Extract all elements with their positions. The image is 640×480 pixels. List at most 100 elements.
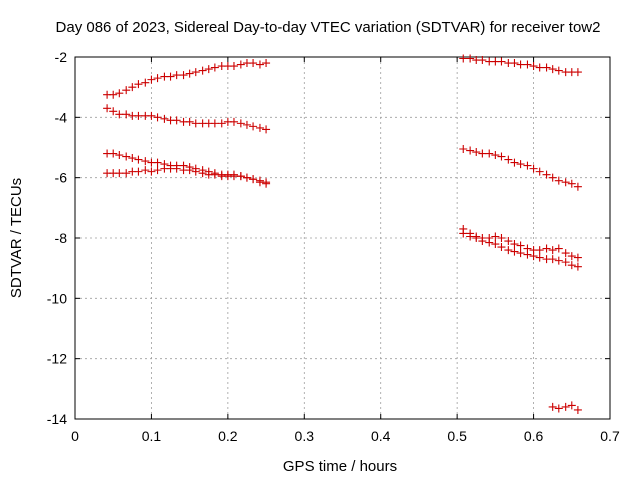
data-point	[255, 178, 264, 187]
data-point	[542, 170, 551, 179]
data-point	[510, 158, 519, 167]
data-point	[166, 72, 175, 81]
data-point	[535, 246, 544, 255]
data-point	[210, 170, 219, 179]
series-track-4	[103, 164, 271, 188]
data-point	[478, 237, 487, 246]
data-point	[459, 145, 468, 154]
x-tick-label: 0.5	[447, 428, 467, 444]
data-point	[103, 104, 112, 113]
data-point	[472, 148, 481, 157]
data-point	[198, 169, 207, 178]
data-point	[147, 111, 156, 120]
data-point	[153, 166, 162, 175]
data-point	[554, 244, 563, 253]
series-track-1	[103, 59, 271, 99]
data-point	[554, 66, 563, 75]
chart-title: Day 086 of 2023, Sidereal Day-to-day VTE…	[56, 19, 601, 36]
data-point	[249, 59, 258, 68]
data-point	[115, 110, 124, 119]
data-point	[548, 65, 557, 74]
data-point	[529, 62, 538, 71]
data-point	[542, 63, 551, 72]
data-point	[236, 60, 245, 69]
data-point	[548, 255, 557, 264]
data-point	[478, 149, 487, 158]
data-point	[172, 71, 181, 80]
data-point	[497, 243, 506, 252]
data-point	[217, 119, 226, 128]
data-point	[229, 170, 238, 179]
y-tick-label: -4	[55, 109, 68, 125]
data-point	[204, 65, 213, 74]
data-point	[249, 122, 258, 131]
data-point	[115, 151, 124, 160]
data-point	[141, 157, 150, 166]
data-point	[262, 59, 271, 68]
data-point	[554, 404, 563, 413]
data-point	[535, 167, 544, 176]
data-point	[172, 164, 181, 173]
data-point	[128, 83, 137, 92]
data-point	[510, 59, 519, 68]
data-point	[548, 173, 557, 182]
data-point	[466, 146, 475, 155]
data-point	[573, 182, 582, 191]
x-tick-label: 0.4	[371, 428, 391, 444]
data-point	[172, 116, 181, 125]
series-track-2	[103, 104, 271, 134]
data-point	[523, 250, 532, 259]
data-point	[573, 262, 582, 271]
data-point	[535, 63, 544, 72]
data-point	[504, 246, 513, 255]
data-point	[567, 252, 576, 261]
data-point	[122, 110, 131, 119]
data-point	[236, 172, 245, 181]
data-point	[472, 234, 481, 242]
data-point	[109, 149, 118, 158]
y-tick-label: -2	[55, 49, 68, 65]
data-point	[491, 240, 500, 249]
x-tick-label: 0.7	[600, 428, 620, 444]
data-point	[529, 252, 538, 261]
data-point	[478, 56, 487, 65]
data-point	[466, 232, 475, 241]
data-point	[510, 247, 519, 256]
data-point	[249, 175, 258, 184]
x-tick-label: 0.2	[218, 428, 238, 444]
data-point	[223, 172, 232, 181]
points-layer	[103, 54, 582, 414]
y-axis-label: SDTVAR / TECUs	[8, 178, 25, 298]
data-point	[255, 60, 264, 69]
data-point	[262, 179, 271, 188]
data-point	[229, 62, 238, 71]
series-track-5	[459, 54, 582, 77]
data-point	[109, 107, 118, 116]
data-point	[153, 113, 162, 122]
series-track-3	[103, 149, 271, 187]
data-point	[122, 169, 131, 178]
data-point	[160, 114, 169, 123]
data-point	[567, 261, 576, 270]
data-point	[466, 54, 475, 63]
data-point	[523, 161, 532, 170]
data-point	[554, 256, 563, 265]
data-point	[485, 149, 494, 158]
y-tick-label: -12	[47, 351, 67, 367]
data-point	[567, 179, 576, 188]
data-point	[122, 152, 131, 161]
series-track-7	[459, 224, 582, 262]
x-axis-label: GPS time / hours	[283, 458, 397, 475]
data-point	[109, 90, 118, 99]
data-point	[516, 241, 525, 250]
data-point	[485, 238, 494, 247]
data-point	[134, 155, 143, 164]
data-point	[134, 111, 143, 120]
data-point	[185, 69, 194, 78]
data-point	[516, 160, 525, 169]
data-point	[561, 178, 570, 187]
data-point	[561, 258, 570, 267]
data-point	[573, 68, 582, 77]
y-tick-label: -8	[55, 230, 68, 246]
